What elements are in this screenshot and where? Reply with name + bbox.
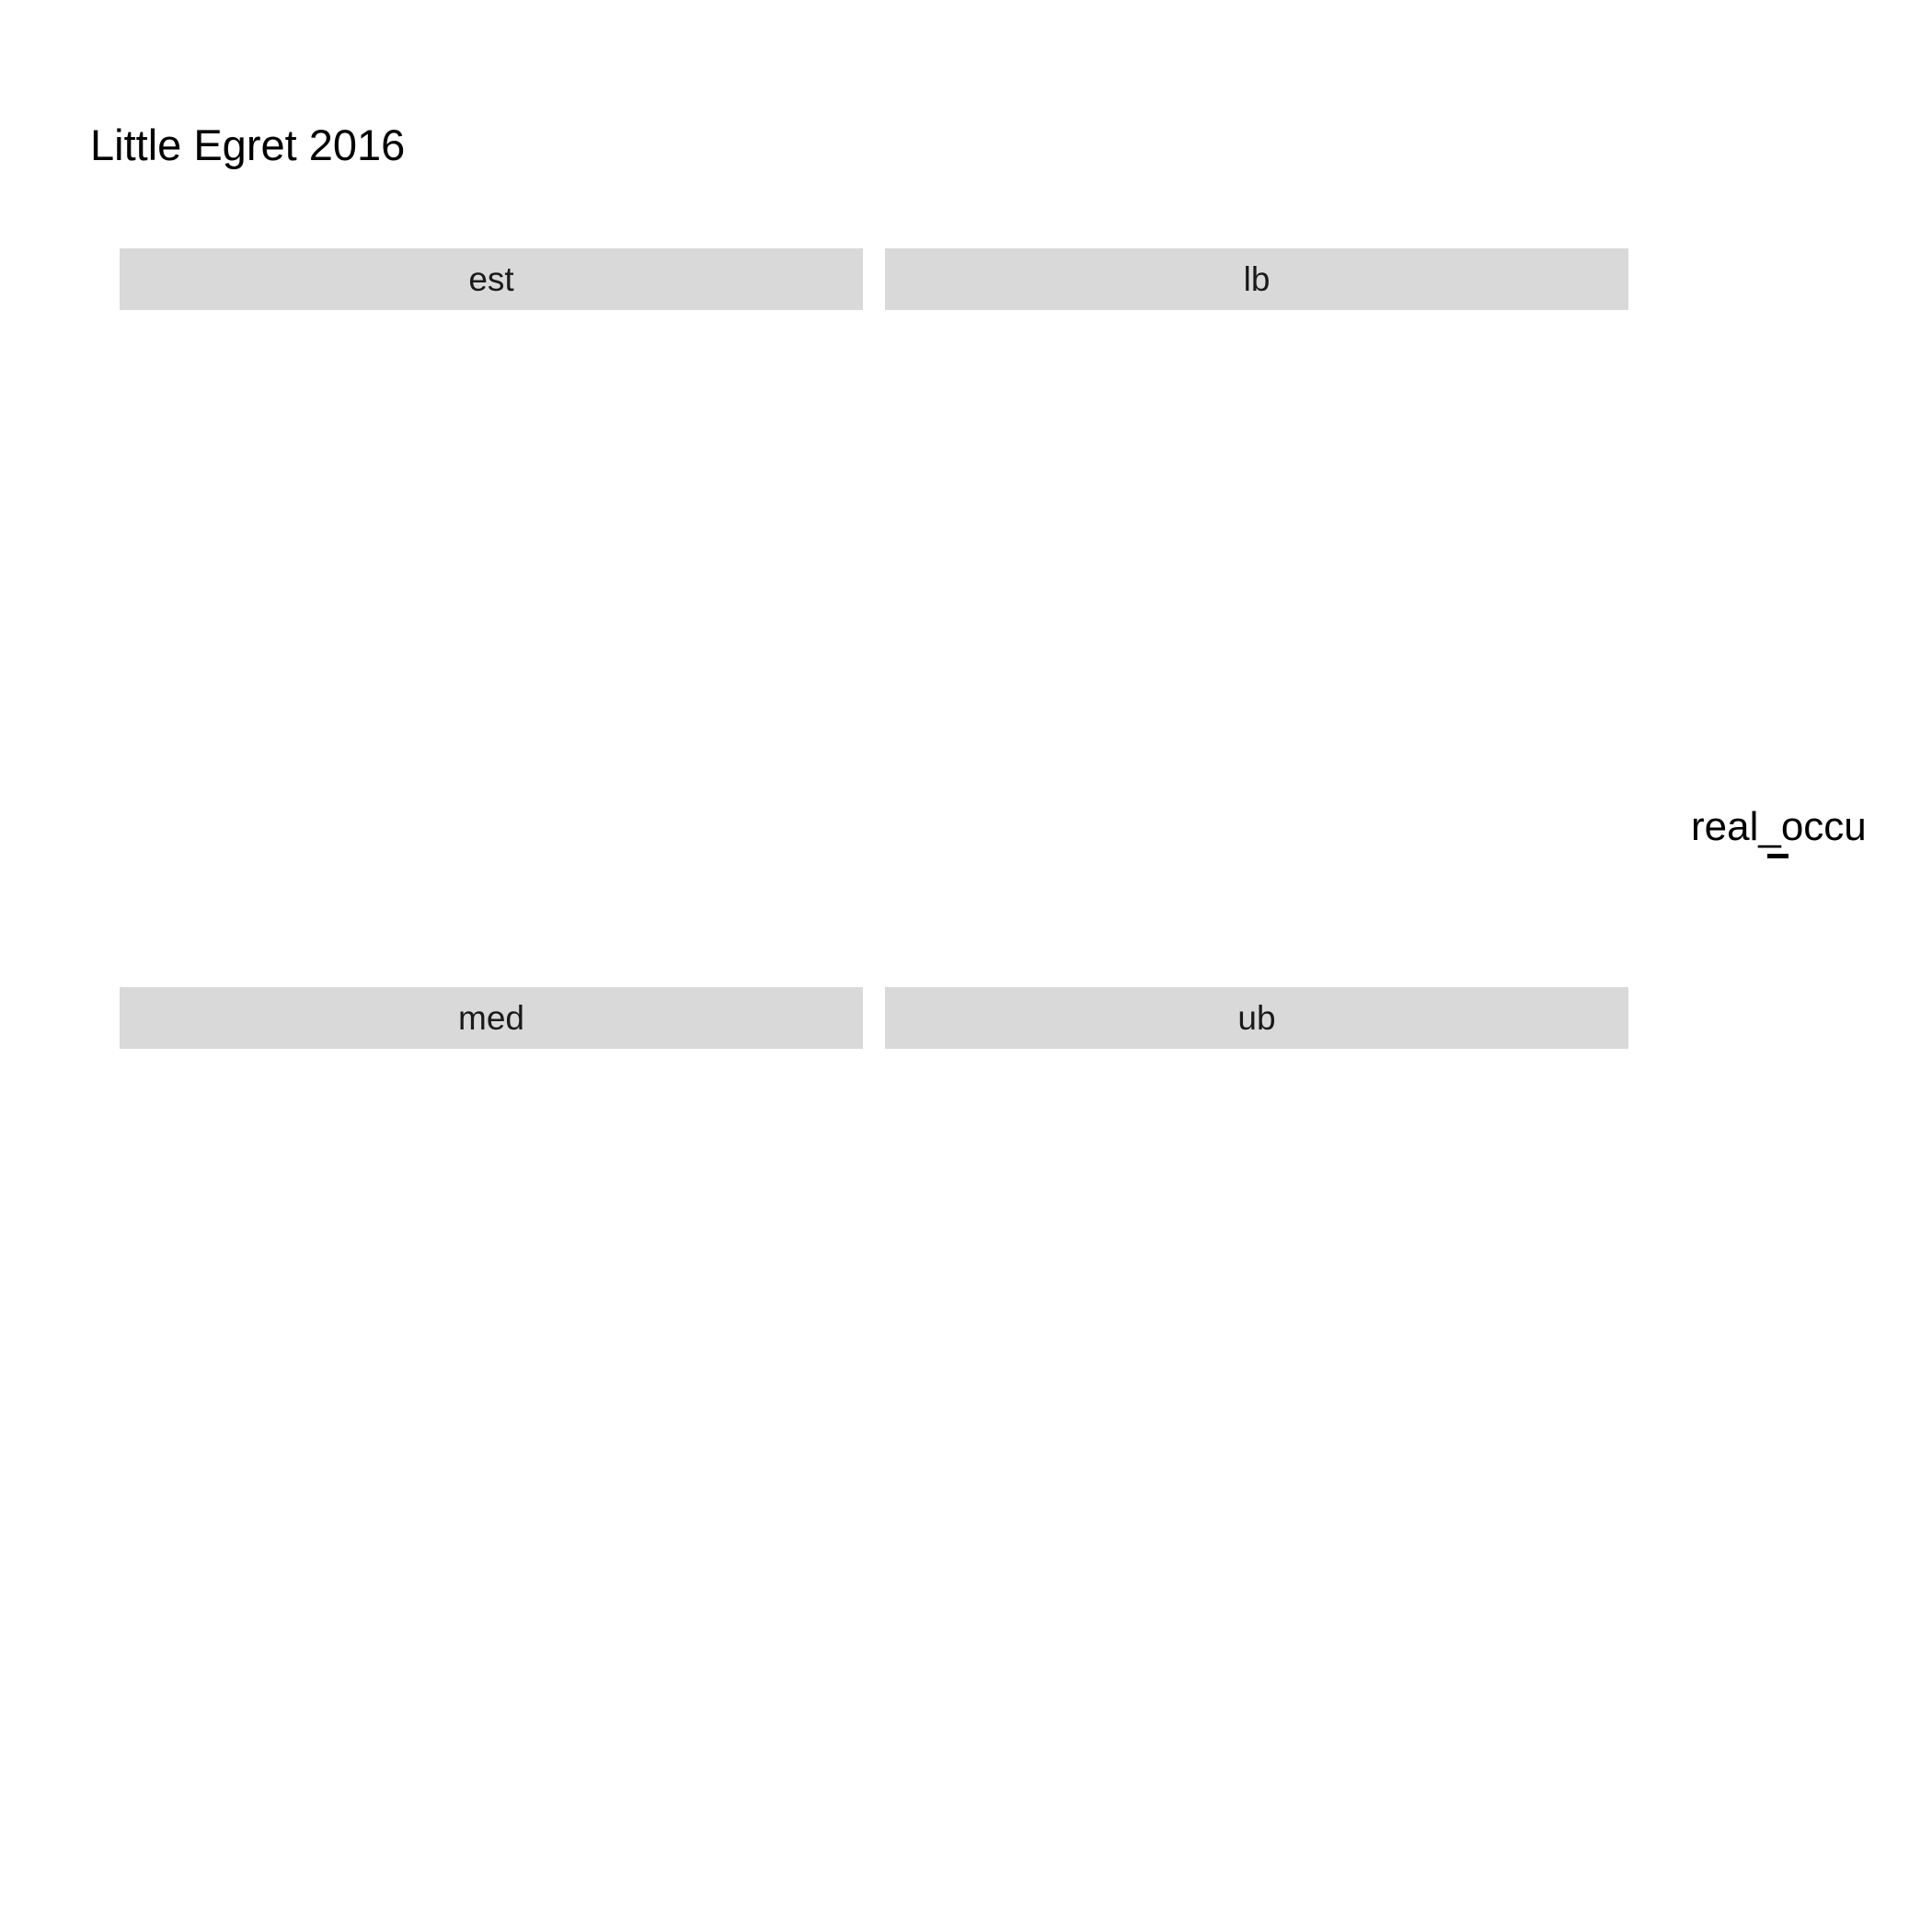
legend-top-tick xyxy=(1767,854,1788,858)
facet-label-lb: lb xyxy=(1243,260,1271,298)
facet-strip-lb: lb xyxy=(885,248,1628,310)
facet-strip-med: med xyxy=(120,987,863,1049)
map-panel-ub xyxy=(885,1049,1628,1702)
facet-label-med: med xyxy=(458,999,524,1037)
facet-label-est: est xyxy=(468,260,514,298)
legend-title: real_occu xyxy=(1691,804,1867,849)
map-panel-med xyxy=(120,1049,863,1702)
map-panel-est xyxy=(120,310,863,963)
facet-strip-est: est xyxy=(120,248,863,310)
facet-label-ub: ub xyxy=(1237,999,1276,1037)
map-panel-lb xyxy=(885,310,1628,963)
viridis-colorbar xyxy=(1690,872,1755,1205)
facet-strip-ub: ub xyxy=(885,987,1628,1049)
plot-title: Little Egret 2016 xyxy=(90,121,406,169)
